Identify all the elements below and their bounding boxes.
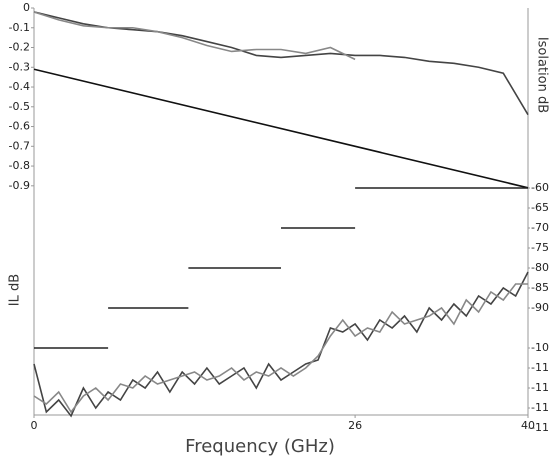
- x-tick-label: 40: [521, 419, 535, 432]
- y2-tick-label: -10: [531, 341, 549, 354]
- y2-tick-label: -11: [531, 361, 549, 374]
- y2-tick-label: -90: [531, 301, 549, 314]
- y2-tick-label: -60: [531, 181, 549, 194]
- series-line: [33, 283, 528, 414]
- series-line: [33, 271, 529, 418]
- series-line: [33, 68, 529, 189]
- y2-tick-label: -11: [531, 401, 549, 414]
- y2-tick-label: -65: [531, 201, 549, 214]
- y-tick-label: -0.7: [9, 139, 30, 152]
- series-line: [33, 11, 356, 61]
- y-tick-label: -0.2: [9, 41, 30, 54]
- y-tick-label: -0.3: [9, 60, 30, 73]
- y-tick-label: -0.6: [9, 120, 30, 133]
- y-tick-label: -0.4: [9, 80, 30, 93]
- x-tick-label: 0: [31, 419, 38, 432]
- x-axis-label: Frequency (GHz): [185, 436, 335, 457]
- y-tick-label: 0: [23, 1, 30, 14]
- y-tick-label: -0.9: [9, 179, 30, 192]
- y-tick-label: -0.8: [9, 159, 30, 172]
- y-tick-label: -0.1: [9, 21, 30, 34]
- y2-tick-label: -11: [531, 421, 549, 434]
- y2-tick-label: -80: [531, 261, 549, 274]
- x-tick-label: 26: [348, 419, 362, 432]
- y2-tick-label: -70: [531, 221, 549, 234]
- y2-tick-label: -75: [531, 241, 549, 254]
- y-axis-label: IL dB: [8, 274, 23, 306]
- y2-tick-label: -11: [531, 381, 549, 394]
- y2-axis-label: Isolation dB: [535, 37, 550, 113]
- y2-tick-label: -85: [531, 281, 549, 294]
- y-tick-label: -0.5: [9, 100, 30, 113]
